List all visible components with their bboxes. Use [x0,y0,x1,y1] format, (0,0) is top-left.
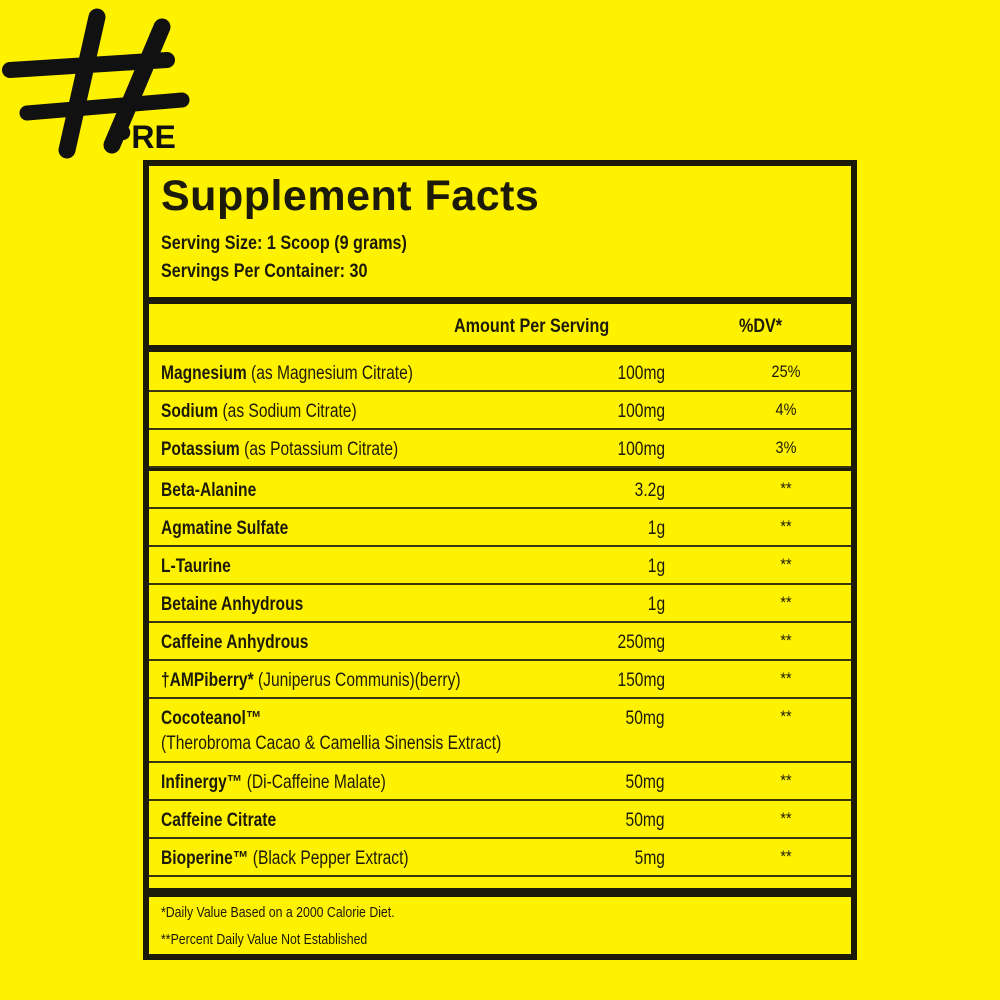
ingredient-dv: ** [780,847,792,866]
ingredient-amount: 50mg [626,810,665,831]
table-row: Cocoteanol™ (Therobroma Cacao & Camellia… [149,699,851,763]
ingredient-amount: 1g [647,594,665,615]
table-row: Magnesium (as Magnesium Citrate) 100mg 25% [149,354,851,392]
panel-title: Supplement Facts [161,172,540,220]
ingredient-dv: ** [780,809,792,828]
table-row: Betaine Anhydrous 1g ** [149,585,851,623]
ingredient-amount: 1g [647,518,665,539]
ingredient-amount: 3.2g [634,480,665,501]
ingredient-amount: 50mg [626,772,665,793]
table-row: Potassium (as Potassium Citrate) 100mg 3% [149,430,851,468]
svg-text:PRE: PRE [110,119,176,155]
table-row: Beta-Alanine 3.2g ** [149,471,851,509]
ingredient-detail: (Therobroma Cacao & Camellia Sinensis Ex… [161,733,502,754]
ingredient-name: Cocoteanol™ [161,708,262,729]
ingredient-name: Magnesium (as Magnesium Citrate) [161,363,413,384]
ingredient-amount: 250mg [617,632,665,653]
ingredient-dv: 25% [771,362,801,381]
servings-per-container: Servings Per Container: 30 [161,261,368,282]
divider [149,297,851,304]
footnote-daily-value: *Daily Value Based on a 2000 Calorie Die… [161,904,395,921]
table-row: Sodium (as Sodium Citrate) 100mg 4% [149,392,851,430]
ingredient-name: Agmatine Sulfate [161,518,289,539]
ingredient-dv: ** [780,707,792,726]
dv-header: %DV* [739,316,783,337]
divider [149,466,851,471]
table-row: †AMPiberry* (Juniperus Communis)(berry) 1… [149,661,851,699]
ingredient-dv: ** [780,631,792,650]
ingredient-dv: 3% [775,438,797,457]
ingredient-name: †AMPiberry* (Juniperus Communis)(berry) [161,670,461,691]
ingredient-dv: 4% [775,400,797,419]
ingredient-dv: ** [780,669,792,688]
supplement-facts-panel: Supplement Facts Serving Size: 1 Scoop (… [143,160,857,960]
divider [149,888,851,897]
ingredient-amount: 100mg [617,439,665,460]
ingredient-dv: ** [780,479,792,498]
ingredient-name: Bioperine™ (Black Pepper Extract) [161,848,409,869]
table-row: Agmatine Sulfate 1g ** [149,509,851,547]
table-row: Caffeine Citrate 50mg ** [149,801,851,839]
ingredient-name: Betaine Anhydrous [161,594,304,615]
ingredient-name: Beta-Alanine [161,480,257,501]
divider [149,345,851,352]
ingredient-amount: 150mg [617,670,665,691]
ingredient-amount: 5mg [634,848,665,869]
ingredient-amount: 100mg [617,401,665,422]
ingredient-dv: ** [780,593,792,612]
ingredient-amount: 1g [647,556,665,577]
ingredient-name: Sodium (as Sodium Citrate) [161,401,357,422]
table-row: Infinergy™ (Di-Caffeine Malate) 50mg ** [149,763,851,801]
serving-size: Serving Size: 1 Scoop (9 grams) [161,233,407,254]
ingredient-amount: 100mg [617,363,665,384]
table-row: Bioperine™ (Black Pepper Extract) 5mg ** [149,839,851,877]
table-row: L-Taurine 1g ** [149,547,851,585]
ingredient-dv: ** [780,517,792,536]
amount-per-serving-header: Amount Per Serving [454,316,610,337]
ingredient-name: Caffeine Citrate [161,810,277,831]
ingredient-name: Infinergy™ (Di-Caffeine Malate) [161,772,386,793]
brand-logo: PRE [2,8,190,159]
ingredient-amount: 50mg [626,708,665,729]
ingredient-name: L-Taurine [161,556,231,577]
table-row: Caffeine Anhydrous 250mg ** [149,623,851,661]
ingredient-dv: ** [780,555,792,574]
ingredient-name: Caffeine Anhydrous [161,632,309,653]
footnote-not-established: **Percent Daily Value Not Established [161,931,368,948]
ingredient-name: Potassium (as Potassium Citrate) [161,439,399,460]
ingredient-dv: ** [780,771,792,790]
